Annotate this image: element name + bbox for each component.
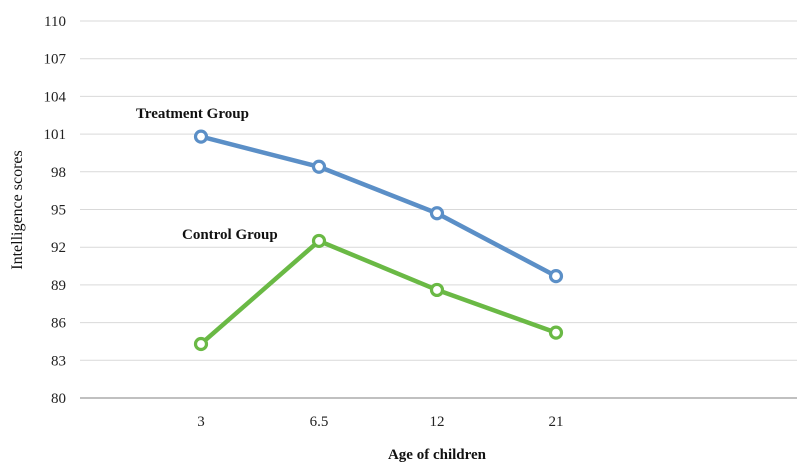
y-tick-label: 107 bbox=[44, 52, 67, 68]
y-axis-ticks: 80 83 86 89 92 95 98 101 104 107 110 bbox=[44, 14, 67, 407]
x-axis-label: Age of children bbox=[388, 447, 487, 463]
x-tick-label: 12 bbox=[430, 414, 445, 430]
series-layer bbox=[193, 129, 564, 352]
y-axis-label: Intelligence scores bbox=[9, 150, 26, 270]
y-tick-label: 92 bbox=[51, 240, 66, 256]
series-line-control bbox=[198, 238, 559, 347]
data-point bbox=[193, 129, 209, 144]
x-tick-label: 3 bbox=[197, 414, 205, 430]
data-point bbox=[548, 269, 564, 284]
data-point bbox=[193, 336, 209, 352]
data-point bbox=[311, 159, 327, 174]
y-tick-label: 104 bbox=[44, 89, 67, 105]
data-point bbox=[429, 282, 445, 298]
series-label-control: Control Group bbox=[182, 227, 278, 243]
y-tick-label: 95 bbox=[51, 203, 66, 219]
y-tick-label: 98 bbox=[51, 165, 66, 181]
x-tick-label: 21 bbox=[549, 414, 564, 430]
x-tick-label: 6.5 bbox=[310, 414, 329, 430]
x-axis-ticks: 3 6.5 12 21 bbox=[197, 414, 563, 430]
y-tick-label: 110 bbox=[44, 14, 66, 30]
series-line-treatment bbox=[198, 134, 559, 279]
y-tick-label: 83 bbox=[51, 353, 66, 369]
data-point bbox=[311, 233, 327, 249]
y-tick-label: 89 bbox=[51, 278, 66, 294]
y-tick-label: 86 bbox=[51, 316, 67, 332]
y-tick-label: 80 bbox=[51, 391, 66, 407]
series-label-treatment: Treatment Group bbox=[136, 106, 249, 122]
data-point bbox=[429, 206, 445, 221]
y-tick-label: 101 bbox=[44, 127, 67, 143]
data-point bbox=[548, 325, 564, 340]
